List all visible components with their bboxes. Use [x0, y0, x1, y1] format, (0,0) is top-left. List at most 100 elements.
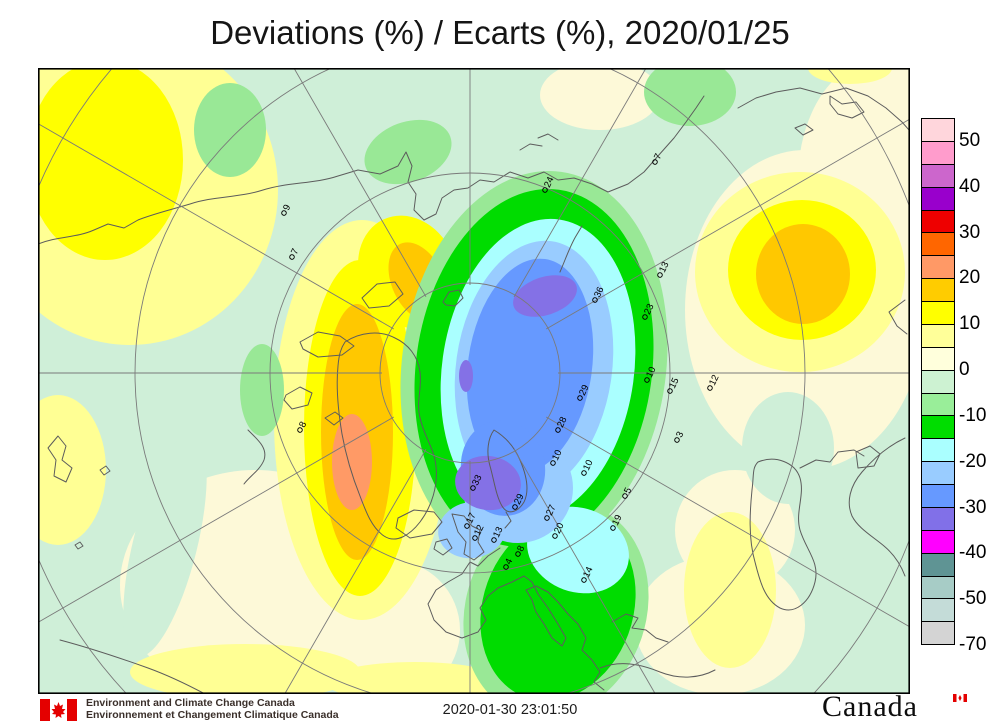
footer-org-line-en: Environment and Climate Change Canada	[86, 697, 295, 709]
legend-swatch	[922, 529, 954, 553]
svg-text:29: 29	[512, 492, 526, 506]
legend-tick-label: 30	[959, 221, 981, 243]
footer-organization: Environment and Climate Change Canada En…	[86, 697, 339, 721]
canada-wordmark: Canada	[822, 690, 918, 723]
station-marker: 9	[281, 203, 293, 216]
svg-text:10: 10	[581, 458, 595, 472]
page-title: Deviations (%) / Ecarts (%), 2020/01/25	[210, 14, 790, 51]
svg-text:13: 13	[491, 525, 505, 539]
svg-text:15: 15	[667, 376, 681, 390]
legend-swatch	[922, 484, 954, 507]
legend-swatch	[922, 163, 954, 187]
legend-swatch	[922, 301, 954, 324]
legend-swatch	[922, 438, 954, 462]
station-marker: 15	[667, 376, 682, 394]
station-marker: 20	[552, 521, 567, 539]
station-marker: 28	[555, 415, 570, 433]
station-marker: 29	[512, 492, 527, 510]
legend-swatch	[922, 369, 954, 393]
station-marker: 7	[289, 247, 301, 260]
graticule	[38, 68, 910, 694]
svg-text:3: 3	[674, 430, 686, 439]
station-marker: 10	[550, 448, 565, 466]
station-marker: 27	[544, 503, 559, 521]
map-frame	[38, 68, 910, 694]
legend-swatch	[922, 232, 954, 256]
svg-text:12: 12	[707, 373, 721, 387]
colorbar-legend	[921, 118, 955, 645]
legend-swatch	[922, 255, 954, 279]
station-marker: 10	[581, 458, 596, 476]
svg-text:5: 5	[622, 486, 634, 495]
svg-text:27: 27	[544, 503, 558, 517]
svg-text:12: 12	[472, 523, 486, 537]
map-canvas: 24 36 13 23 10 15 12 29 28 10 10 33 29 27 5 17 12 13 20 8 4 1…	[38, 68, 910, 694]
svg-text:7: 7	[652, 152, 664, 161]
station-marker: 8	[297, 420, 309, 433]
legend-tick-label: 50	[959, 129, 981, 151]
coastlines	[38, 87, 910, 694]
legend-swatch	[922, 119, 954, 141]
legend-swatch	[922, 323, 954, 347]
station-marker: 13	[657, 260, 672, 278]
station-marker: 17	[464, 511, 479, 529]
canada-flag-icon	[40, 699, 77, 721]
station-marker: 23	[642, 302, 657, 320]
footer-org-line-fr: Environnement et Changement Climatique C…	[86, 708, 339, 721]
svg-text:10: 10	[644, 365, 658, 379]
svg-text:8: 8	[297, 420, 309, 429]
station-marker: 10	[644, 365, 659, 383]
legend-tick-label: -10	[959, 404, 987, 426]
legend-swatch	[922, 392, 954, 416]
svg-text:9: 9	[281, 203, 293, 212]
legend-swatch	[922, 186, 954, 210]
legend-tick-label: 10	[959, 313, 981, 335]
legend-swatch	[922, 209, 954, 233]
legend-tick-label: -50	[959, 588, 987, 610]
svg-text:17: 17	[464, 511, 478, 525]
svg-text:33: 33	[470, 473, 484, 487]
svg-text:14: 14	[581, 565, 595, 579]
station-marker: 3	[674, 430, 686, 443]
svg-text:8: 8	[515, 544, 527, 553]
canada-wordmark-flag-icon	[953, 694, 967, 702]
station-marker: 13	[491, 525, 506, 543]
station-marker: 7	[652, 152, 664, 165]
legend-swatch	[922, 346, 954, 370]
legend-tick-label: -40	[959, 542, 987, 564]
station-marker: 5	[622, 486, 634, 499]
svg-text:29: 29	[577, 383, 591, 397]
legend-tick-label: -20	[959, 450, 987, 472]
svg-text:7: 7	[289, 247, 301, 256]
contour-negative-core	[400, 171, 668, 694]
svg-text:28: 28	[555, 415, 569, 429]
legend-swatch	[922, 621, 954, 645]
svg-text:4: 4	[503, 557, 515, 566]
legend-swatch	[922, 278, 954, 301]
contour-mint-patches	[38, 392, 910, 694]
station-marker: 8	[515, 544, 527, 557]
station-marker: 33	[470, 473, 485, 491]
svg-text:13: 13	[657, 260, 671, 274]
svg-text:10: 10	[550, 448, 564, 462]
svg-text:20: 20	[552, 521, 566, 535]
contour-positive-regions	[38, 68, 905, 694]
legend-swatch	[922, 575, 954, 599]
legend-tick-label: 20	[959, 267, 981, 289]
colorbar-tick-labels: 50 40 30 20 10 0 -10 -20 -30 -40 -50 -70	[959, 118, 1000, 658]
svg-text:23: 23	[642, 302, 656, 316]
footer-timestamp: 2020-01-30 23:01:50	[442, 702, 578, 718]
station-marker: 14	[581, 565, 596, 583]
legend-tick-label: 40	[959, 175, 981, 197]
station-marker: 19	[610, 513, 625, 531]
legend-swatch	[922, 506, 954, 530]
station-marker: 24	[542, 175, 557, 193]
station-marker: 12	[472, 523, 487, 541]
legend-tick-label: 0	[959, 359, 970, 381]
station-marker: 29	[577, 383, 592, 401]
station-marker: 36	[592, 285, 607, 303]
legend-swatch	[922, 461, 954, 484]
